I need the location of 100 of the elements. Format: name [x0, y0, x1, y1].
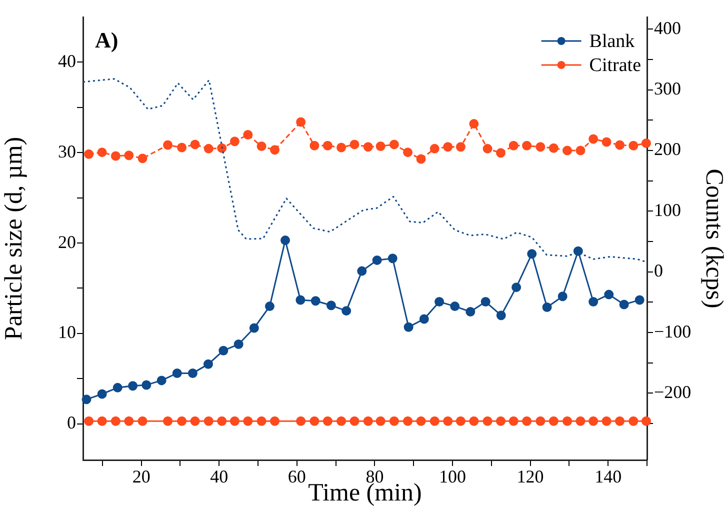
point — [576, 146, 586, 156]
point — [138, 154, 148, 164]
y2-tick-label: 400 — [654, 18, 681, 38]
point — [326, 300, 336, 310]
point — [84, 149, 94, 159]
point — [363, 142, 373, 152]
point — [562, 146, 572, 156]
point — [249, 323, 259, 333]
point — [163, 140, 173, 150]
point — [480, 297, 490, 307]
point — [604, 290, 614, 300]
point — [322, 140, 332, 150]
point — [217, 143, 227, 153]
point — [508, 140, 518, 150]
point — [163, 416, 173, 426]
point — [416, 416, 426, 426]
point — [443, 142, 453, 152]
point — [576, 416, 586, 426]
y-tick-label: 0 — [67, 412, 76, 433]
point — [296, 416, 306, 426]
point — [430, 416, 440, 426]
point — [350, 416, 360, 426]
point — [389, 140, 399, 150]
point — [456, 416, 466, 426]
x-tick-label: 140 — [594, 466, 622, 487]
point — [177, 416, 187, 426]
y2-tick-label: 300 — [654, 78, 681, 99]
point — [404, 322, 414, 332]
point — [372, 255, 382, 265]
point — [562, 416, 572, 426]
point — [615, 140, 625, 150]
point — [124, 416, 134, 426]
point — [84, 416, 94, 426]
point — [376, 142, 386, 152]
point — [350, 140, 360, 150]
point — [602, 416, 612, 426]
point — [527, 249, 537, 259]
point — [403, 148, 413, 158]
point — [512, 282, 522, 292]
point — [482, 416, 492, 426]
point — [469, 119, 479, 129]
point — [389, 416, 399, 426]
point — [419, 314, 429, 324]
point — [82, 394, 92, 404]
point — [522, 416, 532, 426]
point — [296, 117, 306, 127]
point — [336, 142, 346, 152]
point — [496, 148, 506, 158]
point — [434, 297, 444, 307]
point — [97, 389, 107, 399]
point — [469, 416, 479, 426]
point — [357, 266, 367, 276]
y2-tick-label: −100 — [654, 321, 692, 342]
point — [310, 140, 320, 150]
x-tick-label: 20 — [132, 466, 150, 487]
point — [322, 416, 332, 426]
point — [97, 416, 107, 426]
point — [588, 134, 598, 144]
point — [217, 416, 227, 426]
point — [548, 143, 558, 153]
point — [628, 416, 638, 426]
point — [110, 416, 120, 426]
point — [138, 416, 148, 426]
point — [234, 340, 244, 350]
point — [112, 382, 122, 392]
point — [634, 295, 644, 305]
point — [450, 302, 460, 312]
point — [548, 416, 558, 426]
point — [128, 381, 138, 391]
point — [243, 416, 253, 426]
point — [388, 254, 398, 264]
y2-tick-label: −200 — [654, 382, 692, 402]
point — [230, 136, 240, 146]
point — [336, 416, 346, 426]
point — [230, 416, 240, 426]
point — [243, 130, 253, 140]
point — [270, 145, 280, 155]
point — [218, 346, 228, 356]
x-tick-label: 40 — [210, 466, 228, 487]
y-tick-label: 30 — [58, 141, 76, 162]
point — [190, 140, 200, 150]
point — [156, 376, 166, 386]
point — [188, 368, 198, 378]
point — [310, 296, 320, 306]
point — [416, 154, 426, 164]
point — [190, 416, 200, 426]
y-tick-label: 40 — [58, 50, 76, 71]
point — [619, 300, 629, 310]
point — [256, 416, 266, 426]
point — [256, 142, 266, 152]
point — [142, 380, 152, 390]
y-tick-label: 10 — [58, 322, 76, 342]
point — [466, 306, 476, 316]
point — [443, 416, 453, 426]
point — [204, 416, 214, 426]
legend-label: Blank — [589, 30, 636, 52]
legend-label: Citrate — [589, 54, 641, 76]
point — [342, 306, 352, 316]
x-tick-label: 60 — [288, 466, 306, 487]
point — [310, 416, 320, 426]
